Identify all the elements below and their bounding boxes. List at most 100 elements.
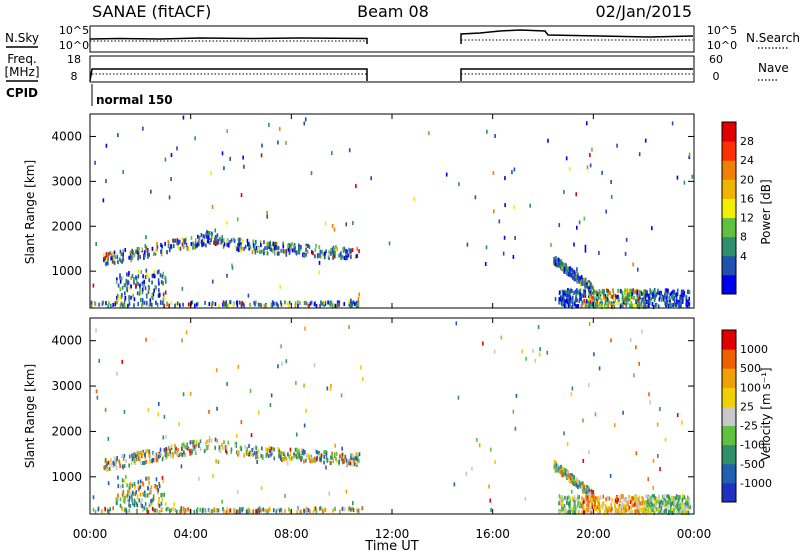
radar-cell [134,454,137,459]
radar-cell [662,297,665,302]
radar-cell [252,243,255,248]
radar-cell [579,502,582,507]
colorbar-tick-label: -1000 [740,477,772,490]
radar-cell [676,290,679,295]
radar-cell [632,496,635,501]
radar-cell [678,508,680,513]
radar-cell [291,248,294,253]
radar-cell [639,506,641,511]
radar-cell [338,459,340,464]
radar-cell [644,294,647,299]
radar-cell [137,269,140,274]
radar-cell [559,465,561,470]
radar-cell [285,249,288,254]
radar-cell [226,220,228,225]
radar-cell [257,246,259,251]
radar-cell [597,300,600,305]
radar-cell [619,494,621,499]
radar-cell [659,407,661,412]
radar-cell [572,480,574,485]
radar-cell [330,461,332,466]
radar-cell [607,292,609,297]
radar-cell [189,449,191,454]
radar-cell [190,300,192,305]
radar-cell [341,446,343,451]
radar-cell [660,297,663,302]
radar-cell [635,298,637,303]
radar-cell [343,256,346,261]
radar-cell [143,253,145,258]
radar-cell [627,507,630,512]
x-axis-label: Time UT [364,539,418,554]
radar-cell [133,280,135,285]
radar-cell [172,238,175,243]
radar-cell [334,251,336,256]
radar-cell [656,422,659,427]
radar-cell [118,459,121,464]
radar-cell [119,295,122,300]
radar-cell [279,454,282,459]
colorbar-tick-label: 16 [740,192,754,205]
radar-cell [557,465,560,470]
radar-cell [160,451,162,456]
radar-cell [684,497,687,502]
velocity-scatter-cells [92,321,692,516]
radar-cell [580,281,583,286]
radar-cell [503,235,506,240]
radar-cell [205,447,208,452]
radar-cell [621,293,624,298]
radar-cell [178,303,181,308]
radar-cell [262,507,265,512]
radar-cell [597,296,600,301]
radar-cell [141,503,144,508]
radar-cell [257,449,260,454]
radar-cell [123,507,126,512]
radar-cell [676,495,679,500]
radar-cell [614,294,617,299]
radar-cell [607,298,610,303]
radar-cell [685,300,688,305]
radar-cell [144,493,147,498]
radar-cell [348,325,350,330]
y-tick-label: 4000 [51,129,82,143]
radar-cell [137,274,140,279]
radar-cell [567,495,570,500]
power-ylabel: Slant Range [km] [23,160,37,264]
radar-cell [328,300,330,305]
radar-cell [658,499,660,504]
radar-cell [138,291,141,296]
radar-cell [239,248,242,253]
radar-cell [636,298,639,303]
colorbar-tick-label: 24 [740,154,754,167]
radar-cell [335,451,338,456]
radar-cell [591,290,593,295]
radar-cell [157,278,160,283]
radar-cell [616,507,619,512]
radar-cell [589,300,592,305]
radar-cell [299,301,301,306]
radar-cell [257,410,260,415]
radar-cell [158,290,160,295]
radar-cell [121,454,123,459]
radar-cell [281,451,284,456]
radar-cell [233,239,236,244]
radar-cell [277,364,279,369]
radar-cell [598,289,601,294]
radar-cell [175,302,177,307]
radar-cell [571,476,573,481]
radar-cell [181,452,184,457]
radar-cell [322,509,324,514]
radar-cell [215,238,218,243]
radar-cell [645,499,647,504]
radar-cell [625,497,628,502]
radar-cell [304,326,306,331]
radar-cell [314,247,317,252]
radar-cell [174,450,176,455]
radar-cell [576,503,579,508]
radar-cell [588,285,591,290]
radar-cell [577,277,580,282]
radar-cell [115,280,118,285]
radar-cell [247,293,250,298]
radar-cell [515,393,518,398]
radar-cell [155,300,157,305]
